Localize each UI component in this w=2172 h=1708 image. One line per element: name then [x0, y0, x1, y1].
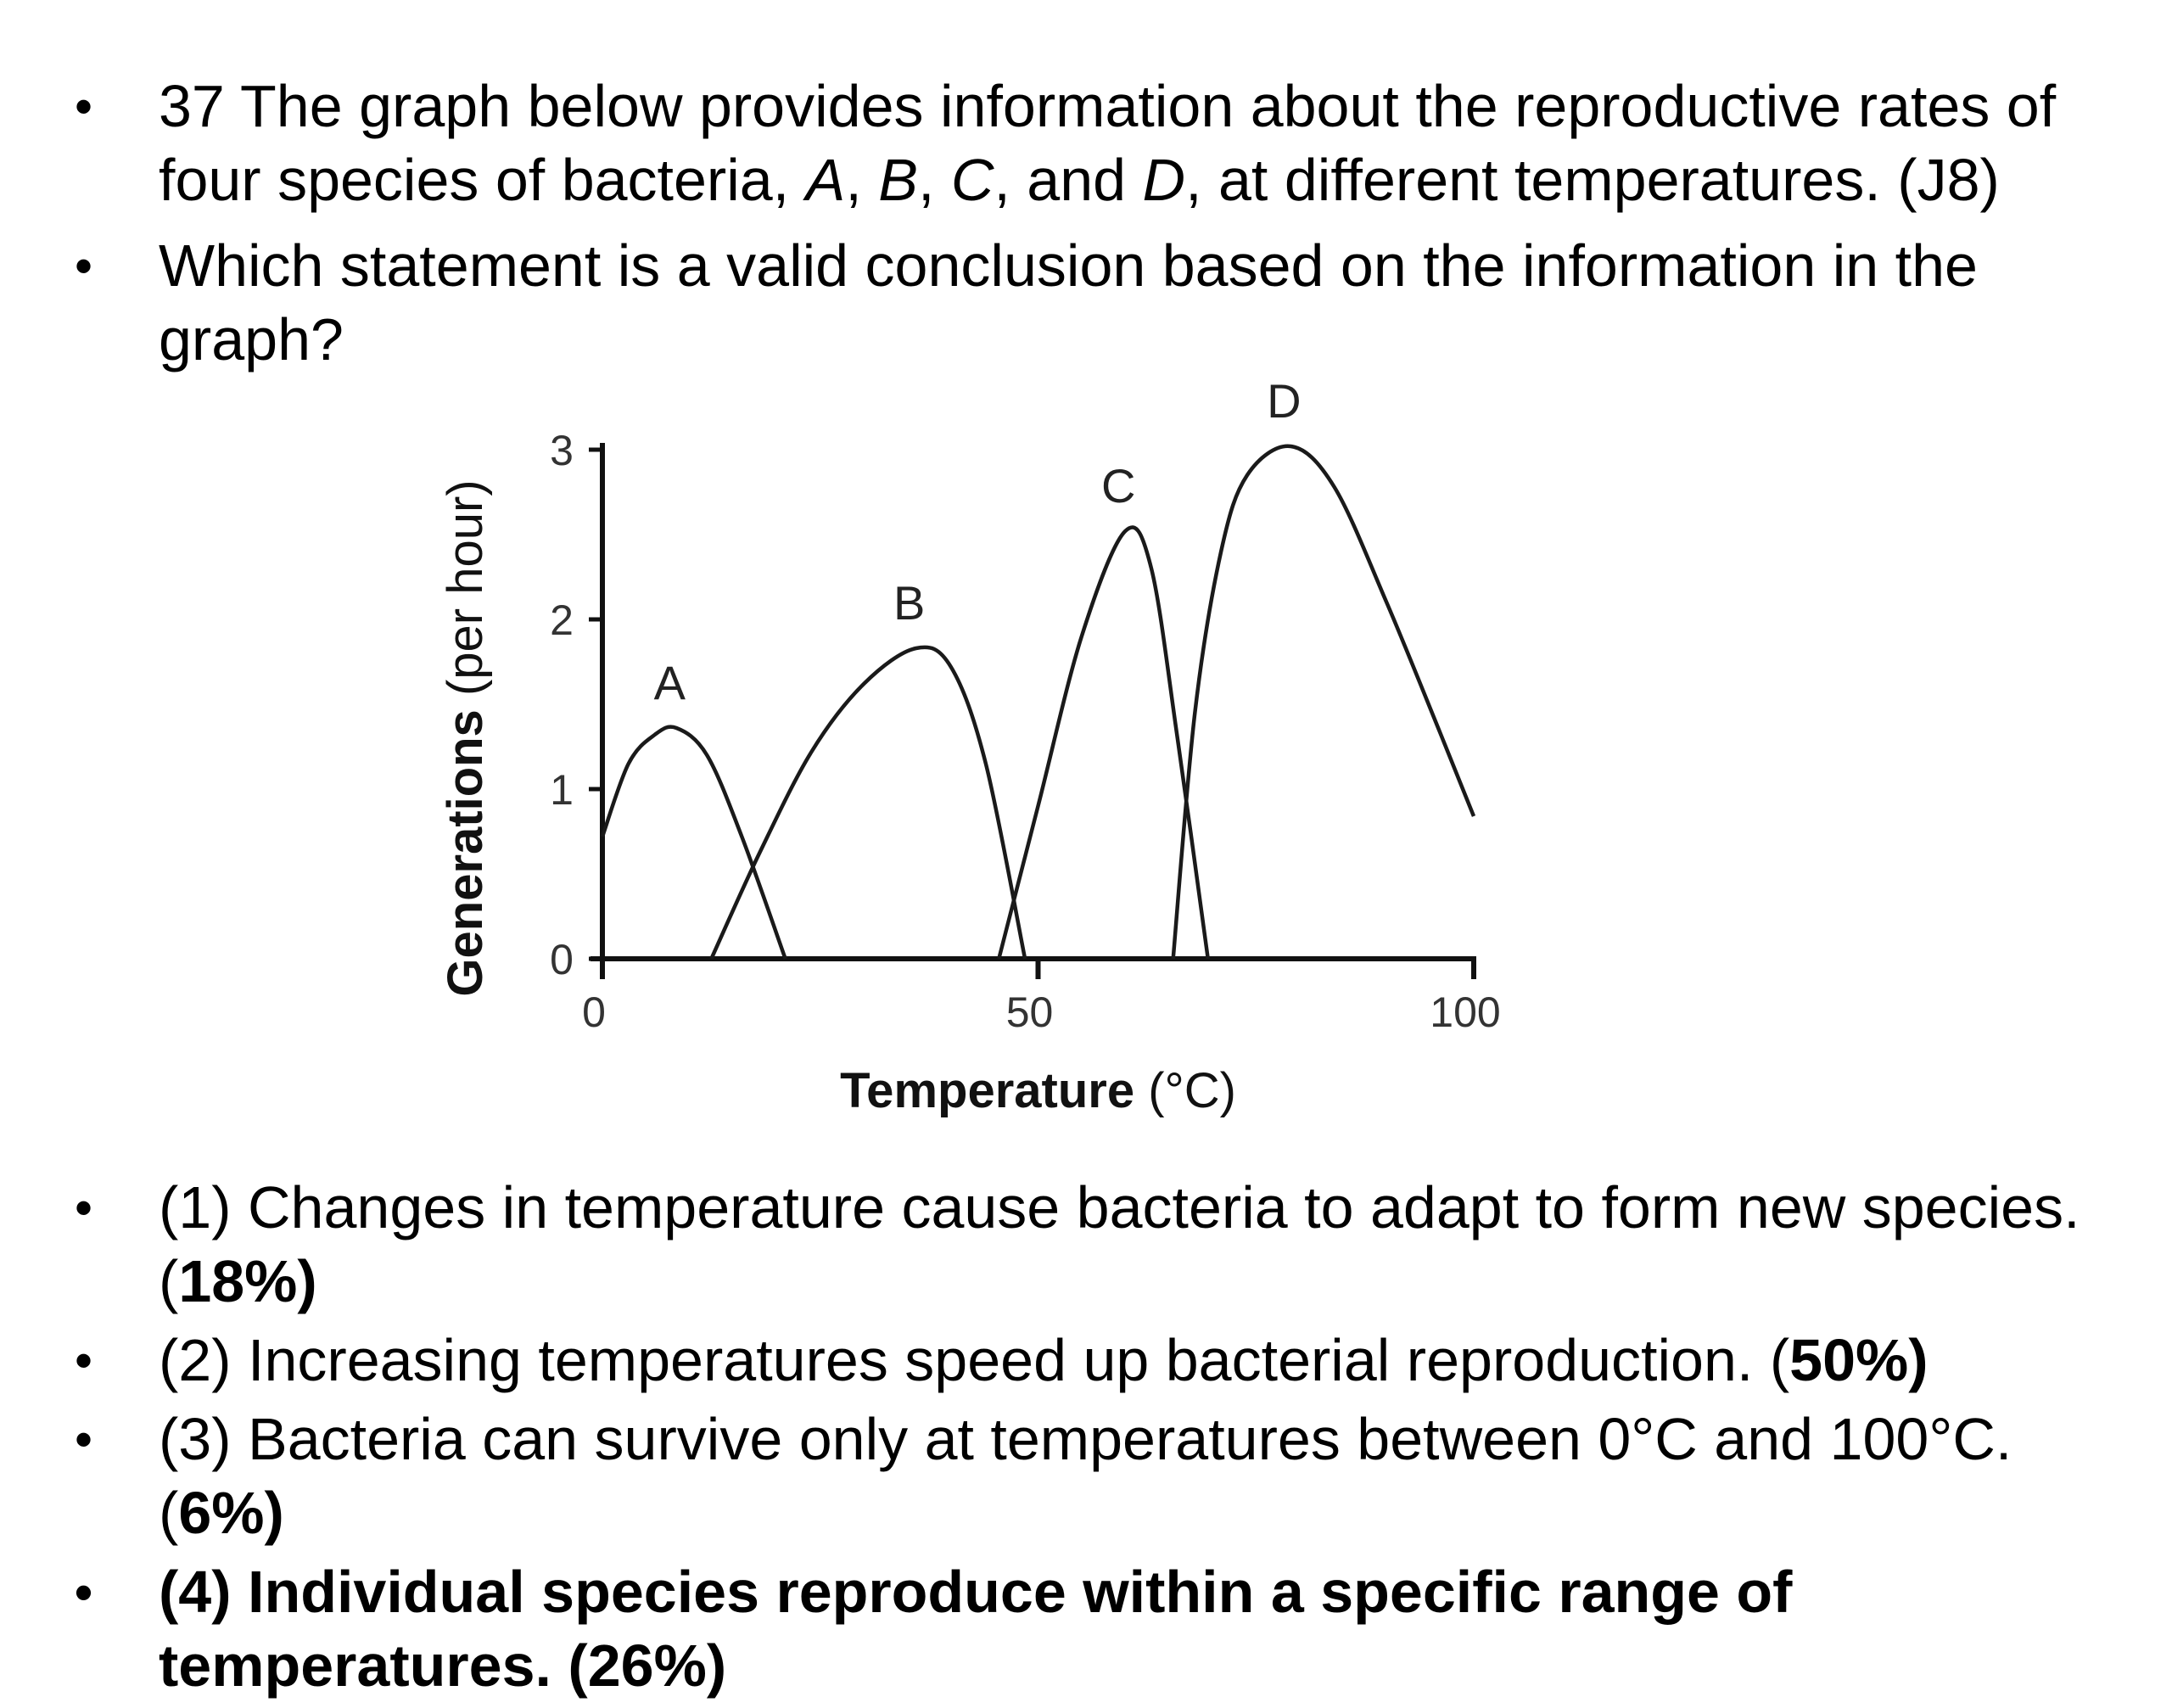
y-tick-label: 3 — [550, 427, 574, 474]
separator: , — [845, 147, 879, 213]
separator: , and — [994, 147, 1143, 213]
bullet: • — [75, 1564, 93, 1621]
question-list: • 37 The graph below provides informatio… — [0, 70, 2172, 377]
option-4-correct[interactable]: • (4) Individual species reproduce withi… — [0, 1555, 2172, 1703]
x-tick-label: 100 — [1430, 988, 1500, 1036]
option-1[interactable]: • (1) Changes in temperature cause bacte… — [0, 1171, 2172, 1319]
series-label-b: B — [893, 576, 925, 630]
option-text: (3) Bacteria can survive only at tempera… — [159, 1406, 2012, 1546]
question-text-end: , at different temperatures. (J8) — [1185, 147, 2000, 213]
option-percent: 50% — [1789, 1327, 1909, 1393]
y-tick-label: 2 — [550, 596, 574, 644]
question-text: 37 The graph below provides information … — [159, 73, 2057, 213]
question-prompt: • Which statement is a valid conclusion … — [0, 229, 2172, 377]
option-text: (1) Changes in temperature cause bacteri… — [159, 1174, 2080, 1314]
option-3[interactable]: • (3) Bacteria can survive only at tempe… — [0, 1403, 2172, 1550]
option-close: ) — [264, 1480, 284, 1546]
species-b-italic: B — [878, 147, 918, 213]
chart-curves — [600, 444, 1476, 960]
species-d-italic: D — [1142, 147, 1186, 213]
species-a-italic: A — [805, 147, 846, 213]
answer-options: • (1) Changes in temperature cause bacte… — [0, 1171, 2172, 1708]
y-axis-title: Generations (per hour) — [438, 479, 493, 996]
separator: , — [917, 147, 951, 213]
chart-labels: 0 1 2 3 0 50 100 A B C D Temperature (°C) Generation… — [438, 374, 1501, 1118]
series-label-a: A — [654, 656, 686, 709]
series-label-c: C — [1101, 459, 1135, 512]
y-tick-label: 0 — [550, 936, 574, 983]
option-percent: 6% — [178, 1480, 265, 1546]
x-axis-title: Temperature (°C) — [840, 1063, 1236, 1118]
bullet: • — [75, 1179, 93, 1236]
x-tick-label: 0 — [582, 988, 606, 1036]
species-c-italic: C — [950, 147, 994, 213]
y-tick-label: 1 — [550, 766, 574, 814]
curve-d — [1171, 444, 1476, 960]
option-2[interactable]: • (2) Increasing temperatures speed up b… — [0, 1324, 2172, 1397]
bullet: • — [75, 1332, 93, 1389]
option-text: (2) Increasing temperatures speed up bac… — [159, 1327, 1790, 1393]
bacteria-chart: 0 1 2 3 0 50 100 A B C D Temperature (°C) Generation… — [438, 374, 1501, 1118]
curve-c — [997, 525, 1210, 960]
question-stem: • 37 The graph below provides informatio… — [0, 70, 2172, 217]
option-close: ) — [297, 1248, 317, 1314]
curve-b — [709, 645, 1027, 960]
chart-axes — [589, 443, 1476, 979]
bullet: • — [75, 238, 93, 294]
curve-a — [600, 725, 787, 960]
option-close: ) — [1908, 1327, 1928, 1393]
bullet: • — [75, 1411, 93, 1468]
prompt-text: Which statement is a valid conclusion ba… — [159, 232, 1978, 372]
x-tick-label: 50 — [1006, 988, 1054, 1036]
option-percent: 18% — [178, 1248, 298, 1314]
series-label-d: D — [1267, 374, 1301, 428]
bullet: • — [75, 78, 93, 135]
